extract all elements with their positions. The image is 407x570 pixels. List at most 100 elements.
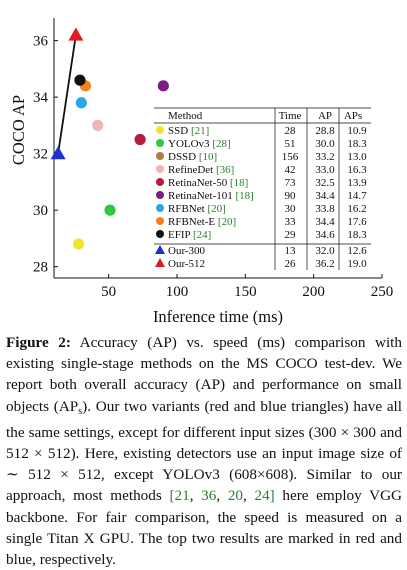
table-method-name: DSSD [10] (168, 151, 217, 163)
point-efip (74, 74, 86, 86)
method-citation[interactable]: [10] (199, 151, 217, 163)
table-time: 42 (285, 164, 296, 176)
col-header-ap: AP (318, 110, 332, 122)
table-time: 30 (285, 203, 297, 215)
our-variants-line (57, 34, 77, 154)
method-name: DSSD (168, 151, 196, 163)
table-aps: 13.0 (347, 151, 367, 163)
citation-sep: , (216, 487, 228, 505)
citation-sep: , (243, 487, 255, 505)
point-refinedet (92, 119, 104, 131)
table-aps: 14.7 (347, 190, 367, 202)
y-tick-label: 34 (33, 90, 49, 106)
method-citation[interactable]: [28] (212, 138, 230, 150)
method-citation[interactable]: [24] (193, 229, 211, 241)
figure-caption: Figure 2: Accuracy (AP) vs. speed (ms) c… (6, 332, 402, 570)
table-aps: 19.0 (347, 258, 367, 270)
table-aps: 18.3 (347, 229, 367, 241)
table-marker (156, 178, 164, 186)
y-tick-label: 28 (33, 260, 48, 276)
x-tick-label: 150 (234, 284, 257, 300)
caption-text-3: here employ VGG backbone. For fair compa… (6, 487, 403, 569)
data-points (50, 27, 260, 250)
table-method-name: RFBNet-E [20] (168, 216, 236, 228)
y-tick-labels: 28 30 32 34 36 (33, 34, 49, 276)
table-method-name: SSD [21] (168, 125, 209, 137)
method-name: Our-300 (168, 245, 206, 257)
y-tick-label: 30 (33, 203, 48, 219)
col-header-time: Time (279, 110, 302, 122)
table-marker (155, 245, 165, 254)
point-our-300 (50, 146, 66, 160)
table-aps: 13.9 (347, 177, 367, 189)
citation-sep: , (189, 487, 202, 505)
table-aps: 16.2 (347, 203, 366, 215)
table-time: 156 (282, 151, 299, 163)
table-ap: 33.0 (315, 164, 335, 176)
table-method-name: RFBNet [20] (168, 203, 226, 215)
method-name: EFIP (168, 229, 191, 241)
table-ap: 32.5 (315, 177, 335, 189)
point-our-512 (68, 27, 84, 41)
table-marker (156, 191, 164, 199)
table-ap: 32.0 (315, 245, 335, 257)
table-time: 26 (285, 258, 297, 270)
method-name: RefineDet (168, 164, 213, 176)
ap-vs-speed-chart: 50 100 150 200 250 28 30 32 34 36 COCO AP Infere… (9, 18, 394, 326)
y-tick-label: 36 (33, 34, 49, 50)
table-marker (156, 230, 164, 238)
caption-subscript: s (78, 405, 83, 417)
our-models-connector (57, 34, 77, 154)
table-ap: 30.0 (315, 138, 335, 150)
table-time: 29 (285, 229, 297, 241)
table-ap: 34.4 (315, 216, 335, 228)
citation-link[interactable]: [21 (169, 487, 190, 505)
table-ap: 33.2 (315, 151, 334, 163)
method-citation[interactable]: [21] (191, 125, 209, 137)
table-time: 33 (285, 216, 297, 228)
table-marker (156, 165, 164, 173)
citation-link[interactable]: 36 (201, 487, 217, 505)
table-time: 51 (285, 138, 296, 150)
x-tick-label: 250 (371, 284, 394, 300)
table-marker (156, 217, 164, 225)
method-name: Our-512 (168, 258, 205, 270)
method-citation[interactable]: [36] (216, 164, 234, 176)
table-method-name: Our-512 (168, 258, 205, 270)
point-yolov3 (104, 204, 116, 216)
col-header-method: Method (168, 110, 203, 122)
citation-link[interactable]: 24] (254, 487, 275, 505)
table-marker (155, 258, 165, 267)
table-aps: 12.6 (347, 245, 367, 257)
table-aps: 10.9 (347, 125, 367, 137)
method-name: RFBNet-E (168, 216, 215, 228)
table-method-name: RetinaNet-101 [18] (168, 190, 254, 202)
table-time: 73 (285, 177, 297, 189)
citation-link[interactable]: 20 (227, 487, 243, 505)
table-aps: 16.3 (347, 164, 367, 176)
table-ap: 34.4 (315, 190, 335, 202)
table-marker (156, 139, 164, 147)
table-marker (156, 126, 164, 134)
point-retinanet-101 (157, 80, 169, 92)
x-tick-label: 200 (302, 284, 325, 300)
table-ap: 36.2 (315, 258, 334, 270)
y-tick-label: 32 (33, 147, 48, 163)
method-citation[interactable]: [20] (218, 216, 236, 228)
method-name: RetinaNet-101 (168, 190, 233, 202)
caption-label: Figure 2: (6, 334, 71, 351)
y-axis-label: COCO AP (9, 95, 28, 165)
table-background (146, 106, 371, 271)
point-retinanet-50 (134, 133, 146, 146)
method-name: SSD (168, 125, 188, 137)
method-citation[interactable]: [18] (236, 190, 254, 202)
method-citation[interactable]: [20] (207, 203, 225, 215)
table-marker (156, 204, 164, 212)
x-tick-label: 50 (101, 284, 116, 300)
table-ap: 33.8 (315, 203, 335, 215)
chart-axes (53, 18, 383, 279)
method-citation[interactable]: [18] (230, 177, 248, 189)
method-name: RFBNet (168, 203, 205, 215)
table-method-name: EFIP [24] (168, 229, 211, 241)
method-name: RetinaNet-50 (168, 177, 228, 189)
